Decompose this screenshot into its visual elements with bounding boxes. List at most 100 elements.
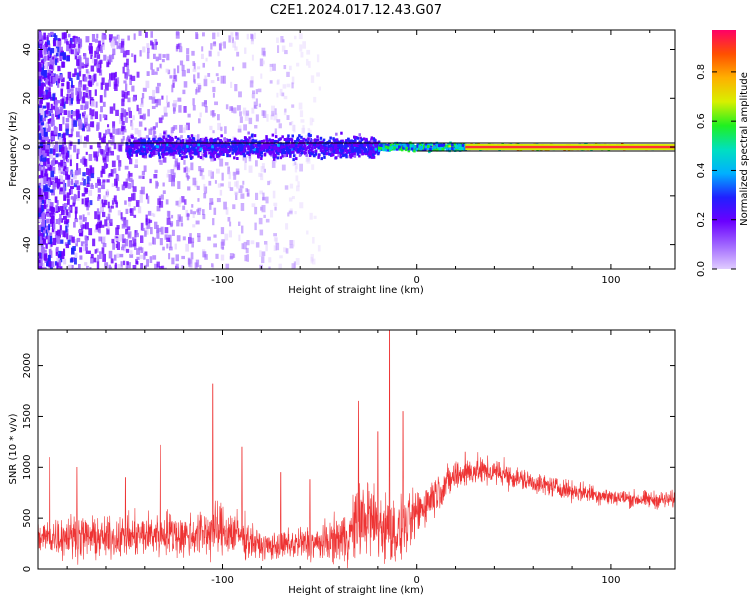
heatmap-cell: [55, 246, 59, 252]
heatmap-ridge-cell: [272, 152, 275, 156]
heatmap-ridge-cell: [202, 146, 205, 150]
heatmap-ridge-cell: [272, 142, 276, 146]
heatmap-cell: [108, 250, 113, 259]
heatmap-cell: [192, 177, 197, 186]
heatmap-cell: [48, 64, 53, 70]
heatmap-cell: [71, 43, 75, 49]
heatmap-cell: [262, 196, 266, 201]
heatmap-cell: [198, 118, 201, 124]
heatmap-cell: [73, 182, 77, 188]
heatmap-cell: [52, 159, 56, 164]
heatmap-ridge-cell: [129, 143, 133, 147]
heatmap-cell: [88, 90, 92, 98]
heatmap-cell: [38, 85, 42, 92]
heatmap-ridge-cell: [223, 138, 227, 141]
heatmap-ridge-cell: [143, 139, 146, 143]
heatmap-cell: [224, 233, 229, 241]
heatmap-ridge-cell: [264, 146, 268, 150]
heatmap-cell: [103, 133, 106, 138]
heatmap-ridge-cell: [282, 149, 285, 153]
heatmap-ridge-cell: [216, 137, 220, 141]
heatmap-cell: [49, 58, 53, 66]
heatmap-cell: [85, 87, 89, 93]
heatmap-cell: [268, 266, 271, 269]
heatmap-cell: [109, 133, 113, 137]
heatmap-ridge-cell: [304, 138, 307, 142]
heatmap-cell: [254, 125, 258, 129]
heatmap-cell: [119, 253, 124, 258]
heatmap-ridge-cell: [415, 148, 419, 152]
heatmap-ridge-cell: [300, 135, 303, 139]
heatmap-ridge-cell: [159, 148, 162, 152]
heatmap-ridge-cell: [368, 155, 371, 159]
heatmap-cell: [133, 214, 137, 218]
heatmap-cell: [166, 101, 170, 108]
heatmap-cell: [69, 40, 72, 48]
heatmap-ridge-cell: [329, 136, 332, 140]
heatmap-ridge-cell: [451, 147, 454, 150]
heatmap-cell: [127, 173, 130, 181]
heatmap-cell: [101, 224, 105, 228]
heatmap-cell: [66, 233, 69, 240]
heatmap-cell: [299, 44, 303, 52]
heatmap-cell: [291, 104, 295, 108]
heatmap-ridge-cell: [255, 151, 258, 155]
heatmap-ridge-cell: [288, 148, 291, 152]
heatmap-cell: [72, 171, 77, 180]
heatmap-cell: [217, 114, 220, 121]
heatmap-cell: [86, 125, 89, 130]
heatmap-cell: [84, 197, 88, 206]
heatmap-ridge-cell: [165, 137, 168, 141]
heatmap-cell: [125, 75, 128, 80]
heatmap-cell: [250, 39, 254, 45]
heatmap-cell: [58, 165, 61, 171]
heatmap-cell: [123, 62, 128, 67]
heatmap-ridge-cell: [409, 144, 413, 148]
heatmap-ridge-cell: [265, 135, 268, 139]
heatmap-cell: [140, 264, 144, 269]
heatmap-ridge-cell: [360, 143, 364, 147]
heatmap-ridge-cell: [372, 137, 375, 141]
heatmap-cell: [120, 261, 123, 269]
heatmap-cell: [59, 239, 64, 244]
heatmap-cell: [40, 47, 43, 55]
heatmap-cell: [76, 36, 80, 44]
heatmap-ridge-cell: [216, 147, 220, 151]
heatmap-cell: [200, 168, 205, 173]
heatmap-ridge-cell: [428, 150, 431, 154]
heatmap-cell: [171, 179, 175, 187]
heatmap-cell: [156, 224, 159, 233]
heatmap-cell: [246, 240, 250, 246]
heatmap-cell: [224, 162, 229, 166]
heatmap-cell: [101, 77, 105, 85]
heatmap-ridge-cell: [247, 131, 250, 135]
heatmap-cell: [209, 125, 213, 131]
heatmap-cell: [219, 189, 223, 196]
heatmap-cell: [125, 181, 128, 188]
heatmap-cell: [93, 73, 97, 82]
heatmap-cell: [166, 217, 171, 225]
heatmap-cell: [122, 247, 127, 252]
heatmap-cell: [146, 43, 150, 49]
heatmap-ridge-cell: [461, 143, 465, 147]
heatmap-cell: [47, 200, 52, 206]
heatmap-cell: [299, 110, 304, 118]
heatmap-ridge-cell: [138, 149, 141, 152]
heatmap-ridge-cell: [258, 153, 262, 156]
heatmap-ridge-cell: [321, 145, 325, 149]
heatmap-cell: [135, 200, 140, 207]
heatmap-cell: [39, 39, 42, 44]
heatmap-ridge-cell: [204, 154, 208, 158]
heatmap-cell: [45, 86, 49, 93]
heatmap-ridge-cell: [294, 144, 298, 148]
heatmap-cell: [44, 123, 49, 129]
heatmap-cell: [298, 33, 303, 40]
heatmap-cell: [133, 33, 136, 40]
heatmap-cell: [94, 50, 97, 58]
heatmap-ridge-cell: [135, 153, 138, 157]
heatmap-ridge-cell: [372, 145, 375, 149]
heatmap-cell: [100, 185, 105, 190]
heatmap-ridge-cell: [298, 153, 302, 157]
heatmap-ridge-cell: [225, 142, 228, 146]
heatmap-ridge-cell: [382, 145, 385, 149]
